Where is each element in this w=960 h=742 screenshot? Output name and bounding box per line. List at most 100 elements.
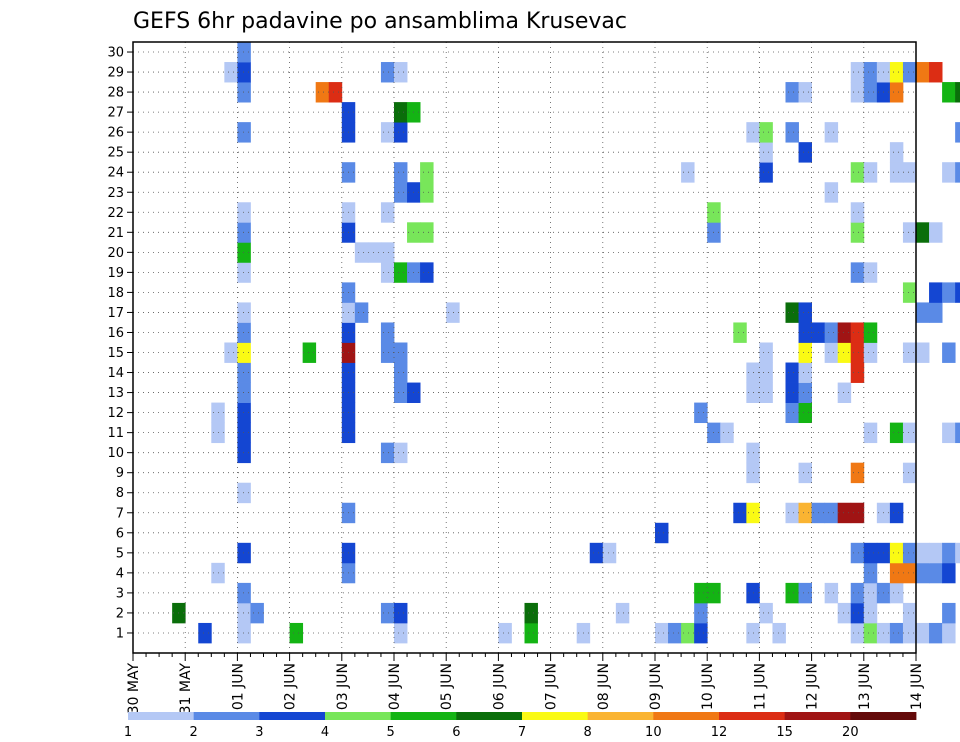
heatmap-cell	[394, 342, 408, 363]
heatmap-cell	[694, 602, 708, 624]
heatmap-cell	[524, 622, 538, 644]
heatmap-cell	[955, 122, 960, 143]
heatmap-cell	[916, 62, 930, 83]
heatmap-cell	[850, 82, 865, 103]
legend-swatch	[850, 712, 917, 720]
y-tick-label: 6	[116, 526, 124, 541]
heatmap-cell	[354, 242, 369, 263]
heatmap-cell	[785, 382, 799, 403]
heatmap-cell	[889, 162, 904, 183]
heatmap-cell	[733, 502, 747, 524]
heatmap-cell	[328, 82, 343, 103]
x-tick-label: 11 JUN	[752, 663, 768, 710]
heatmap-cell	[889, 422, 904, 444]
y-tick-label: 12	[107, 406, 124, 421]
heatmap-cell	[589, 542, 604, 564]
heatmap-cell	[380, 122, 395, 143]
heatmap-cell	[420, 162, 434, 183]
y-tick-label: 18	[107, 286, 124, 301]
heatmap-cell	[942, 562, 956, 584]
legend-label: 2	[190, 725, 198, 740]
legend-swatch	[587, 712, 654, 720]
heatmap-cell	[902, 542, 917, 564]
heatmap-cell	[850, 222, 865, 243]
heatmap-cell	[863, 562, 878, 584]
heatmap-cell	[929, 222, 943, 243]
heatmap-cell	[237, 322, 251, 343]
heatmap-cell	[237, 542, 251, 564]
y-tick-label: 8	[116, 486, 124, 501]
heatmap-cell	[446, 302, 460, 323]
y-tick-label: 30	[107, 46, 124, 61]
heatmap-cell	[420, 222, 434, 243]
heatmap-cell	[824, 582, 839, 604]
heatmap-cell	[237, 222, 251, 243]
heatmap-cell	[863, 82, 878, 103]
y-tick-label: 11	[107, 426, 124, 441]
heatmap-cell	[929, 542, 943, 564]
heatmap-cell	[237, 362, 251, 383]
heatmap-cell	[785, 502, 799, 524]
x-axis: 30 MAY 31 MAY 01 JUN 02 JUN 03 JUN 04 JUN 05 J…	[126, 653, 925, 714]
x-tick-label: 01 JUN	[230, 663, 246, 710]
y-tick-label: 27	[107, 106, 124, 121]
legend-label: 12	[711, 725, 728, 740]
heatmap-cell	[655, 622, 669, 644]
heatmap-cell	[902, 342, 917, 363]
heatmap-cell	[394, 442, 408, 464]
y-tick-label: 22	[107, 206, 124, 221]
legend-swatch	[784, 712, 851, 720]
x-tick-label: 08 JUN	[596, 663, 612, 710]
heatmap-cell	[759, 142, 773, 163]
heatmap-cell	[942, 622, 956, 644]
heatmap-cell	[863, 342, 878, 363]
heatmap-cell	[759, 342, 773, 363]
heatmap-cell	[785, 402, 799, 424]
heatmap-cell	[916, 562, 930, 584]
heatmap-cell	[380, 202, 395, 223]
heatmap-cell	[850, 62, 865, 83]
heatmap-cell	[237, 382, 251, 403]
heatmap-cell	[850, 582, 865, 604]
heatmap-cell	[498, 622, 512, 644]
legend-label: 6	[452, 725, 460, 740]
heatmap-cell	[681, 162, 695, 183]
y-tick-label: 16	[107, 326, 124, 341]
heatmap-cell	[394, 362, 408, 383]
heatmap-cell	[824, 322, 839, 343]
y-tick-label: 24	[107, 166, 124, 181]
heatmap-cell	[850, 342, 865, 363]
heatmap-cell	[850, 162, 865, 183]
heatmap-cell	[694, 622, 708, 644]
heatmap-cell	[824, 122, 839, 143]
heatmap-cell	[902, 222, 917, 243]
heatmap-cell	[420, 182, 434, 203]
heatmap-cell	[889, 82, 904, 103]
heatmap-cell	[863, 262, 878, 283]
heatmap-cell	[759, 162, 773, 183]
heatmap-cell	[850, 602, 865, 624]
y-tick-label: 25	[107, 146, 124, 161]
legend-swatch	[456, 712, 523, 720]
heatmap-cell	[759, 122, 773, 143]
y-tick-label: 29	[107, 66, 124, 81]
heatmap-cell	[942, 162, 956, 183]
heatmap-cell	[863, 622, 878, 644]
x-tick-label: 07 JUN	[544, 663, 560, 710]
heatmap-cell	[380, 442, 395, 464]
heatmap-cell	[850, 362, 865, 383]
legend-swatch	[325, 712, 392, 720]
heatmap-cell	[237, 582, 251, 604]
y-tick-label: 1	[116, 626, 124, 641]
heatmap-cell	[798, 302, 812, 323]
heatmap-cell	[902, 282, 917, 303]
heatmap-cell	[681, 622, 695, 644]
heatmap-cell	[955, 82, 960, 103]
heatmap-cell	[837, 322, 852, 343]
heatmap-cell	[929, 622, 943, 644]
y-tick-label: 2	[116, 606, 124, 621]
x-tick-label: 31 MAY	[178, 663, 194, 715]
heatmap-cell	[394, 102, 408, 123]
heatmap-cell	[916, 222, 930, 243]
heatmap-cell	[837, 342, 852, 363]
